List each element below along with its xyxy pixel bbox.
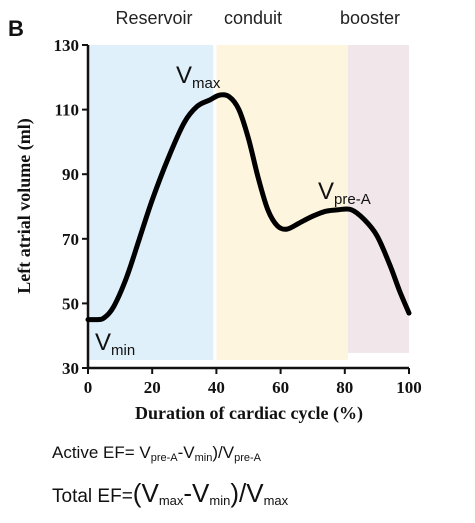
active-ef-formula: Active EF= Vpre-A-Vmin)/Vpre-A	[52, 443, 261, 464]
y-tick-label: 50	[62, 294, 79, 313]
y-tick-label: 110	[54, 101, 79, 120]
phase-band-booster	[348, 45, 409, 353]
series-layer	[85, 92, 412, 323]
x-tick-label: 40	[208, 378, 225, 397]
panel-label: B	[8, 16, 24, 41]
y-tick-label: 90	[62, 165, 79, 184]
x-tick-label: 20	[144, 378, 161, 397]
annotation-v-prea: Vpre-A	[318, 178, 371, 208]
phase-label-booster: booster	[340, 8, 400, 28]
total-ef-minus: -V	[183, 478, 210, 508]
total-ef-sub-min: min	[209, 493, 231, 508]
total-ef-paren-close: )	[230, 478, 239, 508]
active-ef-sub-min: min	[194, 452, 213, 464]
x-tick-label: 0	[84, 378, 93, 397]
x-tick-label: 80	[336, 378, 353, 397]
phase-labels: Reservoir conduit booster	[115, 8, 400, 28]
annotation-v-max: Vmax	[176, 62, 221, 92]
axes: 30 50 70 90 110 130 0 20 40 60 80 100	[54, 36, 422, 397]
active-ef-sub-prea: pre-A	[150, 452, 178, 464]
total-ef-divide: /V	[239, 478, 264, 508]
y-tick-label: 30	[62, 359, 79, 378]
phase-bands	[88, 45, 409, 360]
active-ef-minus: -V	[177, 443, 195, 462]
total-ef-v: V	[141, 478, 159, 508]
y-tick-label: 70	[62, 230, 79, 249]
phase-label-reservoir: Reservoir	[115, 8, 192, 28]
total-ef-paren-open: (	[132, 478, 142, 508]
total-ef-formula: Total EF=(Vmax-Vmin)/Vmax	[52, 478, 288, 509]
x-tick-label: 100	[396, 378, 422, 397]
total-ef-sub-max: max	[158, 493, 184, 508]
y-axis-label: Left atrial volume (ml)	[14, 118, 35, 293]
phase-label-conduit: conduit	[224, 8, 282, 28]
active-ef-divide: )/V	[212, 443, 235, 462]
active-ef-sub-prea-denominator: pre-A	[234, 452, 262, 464]
phase-band-conduit	[216, 45, 349, 360]
annotation-v-min: Vmin	[95, 329, 135, 359]
series-line	[85, 92, 412, 323]
annotation-layer: Vmax Vpre-A Vmin	[95, 62, 371, 359]
total-ef-sub-max-denominator: max	[263, 493, 289, 508]
x-tick-label: 60	[272, 378, 289, 397]
x-axis-label: Duration of cardiac cycle (%)	[135, 403, 363, 424]
active-ef-prefix: Active EF= V	[52, 443, 151, 462]
total-ef-prefix: Total EF=	[52, 486, 133, 507]
y-tick-label: 130	[54, 36, 80, 55]
